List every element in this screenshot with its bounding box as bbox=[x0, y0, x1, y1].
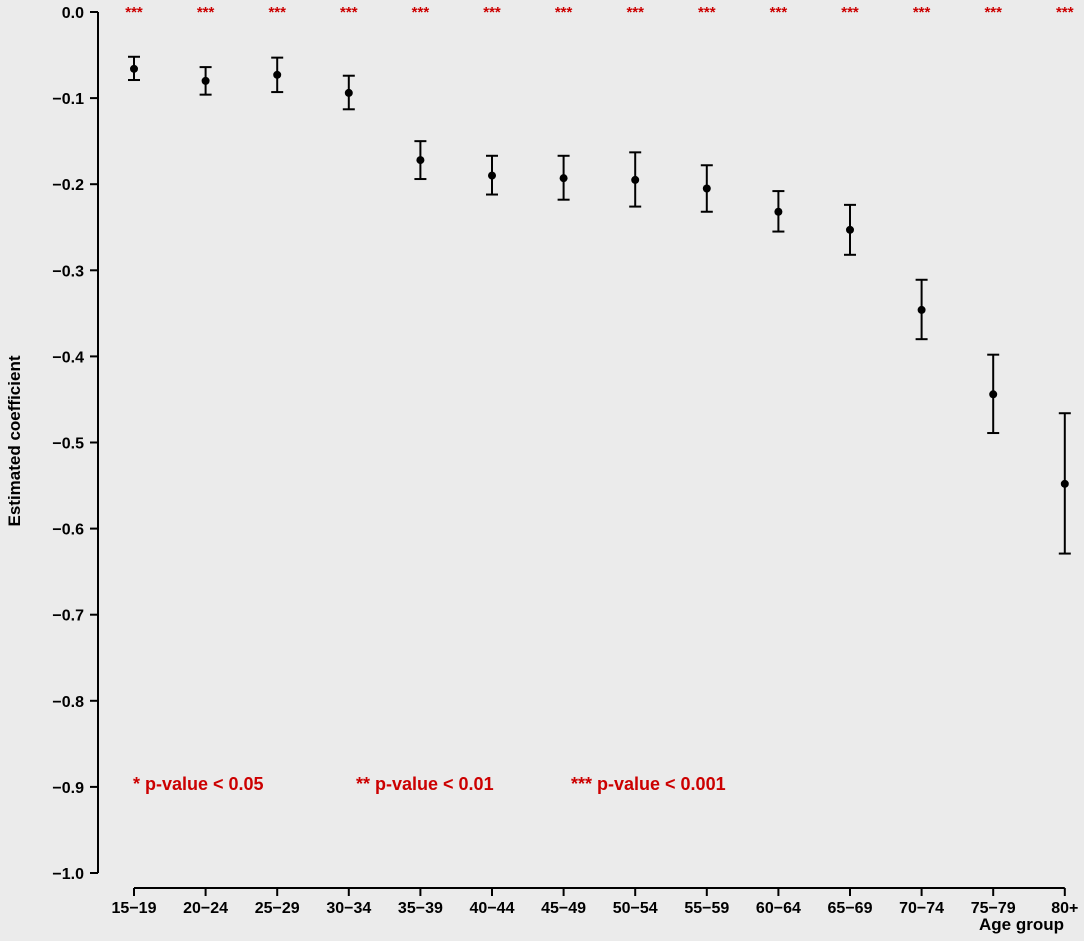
legend-entry: ** p-value < 0.01 bbox=[356, 774, 494, 794]
error-bar bbox=[342, 74, 355, 111]
data-point bbox=[488, 171, 496, 180]
data-point bbox=[631, 175, 640, 184]
error-bar bbox=[700, 164, 713, 213]
data-point bbox=[130, 64, 138, 73]
x-axis: 15−19 20−24 25−29 30−34 35−39 40−44 45−49 50−54… bbox=[112, 887, 1078, 917]
y-axis: 0.0 −0.1 −0.2 −0.3 −0.4 −0.5 −0.6 −0.7 −0.8 −0.9 −… bbox=[52, 5, 99, 883]
error-bar bbox=[1058, 412, 1071, 555]
significance-stars: *** bbox=[913, 4, 931, 21]
y-tick-label: 0.0 bbox=[62, 5, 84, 22]
data-point bbox=[774, 207, 783, 216]
error-bar bbox=[486, 154, 498, 196]
error-bar bbox=[915, 278, 928, 341]
y-tick-label: −0.7 bbox=[52, 608, 84, 625]
data-point bbox=[989, 390, 998, 399]
y-tick-label: −0.1 bbox=[52, 91, 84, 108]
y-tick-label: −0.2 bbox=[52, 177, 84, 194]
data-marks bbox=[128, 55, 1071, 555]
significance-stars: *** bbox=[412, 4, 430, 21]
y-tick-label: −0.3 bbox=[52, 263, 84, 280]
data-point bbox=[917, 305, 926, 314]
x-tick-label: 75−79 bbox=[971, 900, 1016, 917]
significance-stars: *** bbox=[770, 4, 788, 21]
significance-stars: *** bbox=[555, 4, 573, 21]
y-tick-label: −1.0 bbox=[52, 866, 84, 883]
x-tick-label: 25−29 bbox=[255, 900, 300, 917]
error-bar bbox=[844, 203, 856, 256]
error-bar bbox=[772, 190, 785, 233]
x-tick-label: 30−34 bbox=[326, 900, 371, 917]
data-point bbox=[846, 225, 854, 234]
x-tick-label: 15−19 bbox=[112, 900, 157, 917]
error-bar bbox=[271, 56, 284, 94]
y-tick-label: −0.9 bbox=[52, 780, 84, 797]
data-point bbox=[416, 156, 425, 165]
x-tick-label: 50−54 bbox=[613, 900, 658, 917]
y-tick-label: −0.8 bbox=[52, 694, 84, 711]
x-tick-label: 80+ bbox=[1051, 900, 1078, 917]
significance-markers: *** *** *** *** *** *** *** *** *** *** *** *** *** *… bbox=[125, 4, 1073, 21]
significance-legend: * p-value < 0.05 ** p-value < 0.01 *** p-v… bbox=[133, 774, 726, 794]
significance-stars: *** bbox=[340, 4, 358, 21]
error-bar bbox=[128, 55, 140, 82]
y-axis-label: Estimated coefficient bbox=[5, 355, 24, 526]
significance-stars: *** bbox=[483, 4, 501, 21]
data-point bbox=[559, 174, 568, 183]
data-point bbox=[201, 76, 210, 85]
error-bar bbox=[987, 353, 1000, 435]
data-point bbox=[273, 70, 282, 79]
significance-stars: *** bbox=[698, 4, 716, 21]
significance-stars: *** bbox=[841, 4, 859, 21]
significance-stars: *** bbox=[1056, 4, 1074, 21]
error-bar bbox=[557, 154, 570, 201]
significance-stars: *** bbox=[125, 4, 143, 21]
error-bar bbox=[629, 151, 642, 208]
x-tick-label: 45−49 bbox=[541, 900, 586, 917]
x-tick-label: 65−69 bbox=[828, 900, 873, 917]
error-bar bbox=[414, 140, 427, 181]
significance-stars: *** bbox=[268, 4, 286, 21]
y-tick-label: −0.4 bbox=[52, 349, 84, 366]
legend-entry: * p-value < 0.05 bbox=[133, 774, 264, 794]
x-tick-label: 20−24 bbox=[183, 900, 228, 917]
significance-stars: *** bbox=[197, 4, 215, 21]
error-bar bbox=[199, 66, 212, 96]
y-tick-label: −0.5 bbox=[52, 436, 84, 453]
x-tick-label: 40−44 bbox=[470, 900, 515, 917]
significance-stars: *** bbox=[626, 4, 644, 21]
x-tick-label: 35−39 bbox=[398, 900, 443, 917]
data-point bbox=[1060, 479, 1069, 488]
y-tick-label: −0.6 bbox=[52, 522, 84, 539]
x-tick-label: 60−64 bbox=[756, 900, 801, 917]
legend-entry: *** p-value < 0.001 bbox=[571, 774, 726, 794]
data-point bbox=[344, 88, 353, 97]
significance-stars: *** bbox=[984, 4, 1002, 21]
x-tick-label: 70−74 bbox=[899, 900, 944, 917]
x-axis-label: Age group bbox=[979, 915, 1064, 934]
data-point bbox=[702, 184, 711, 193]
x-tick-label: 55−59 bbox=[684, 900, 729, 917]
